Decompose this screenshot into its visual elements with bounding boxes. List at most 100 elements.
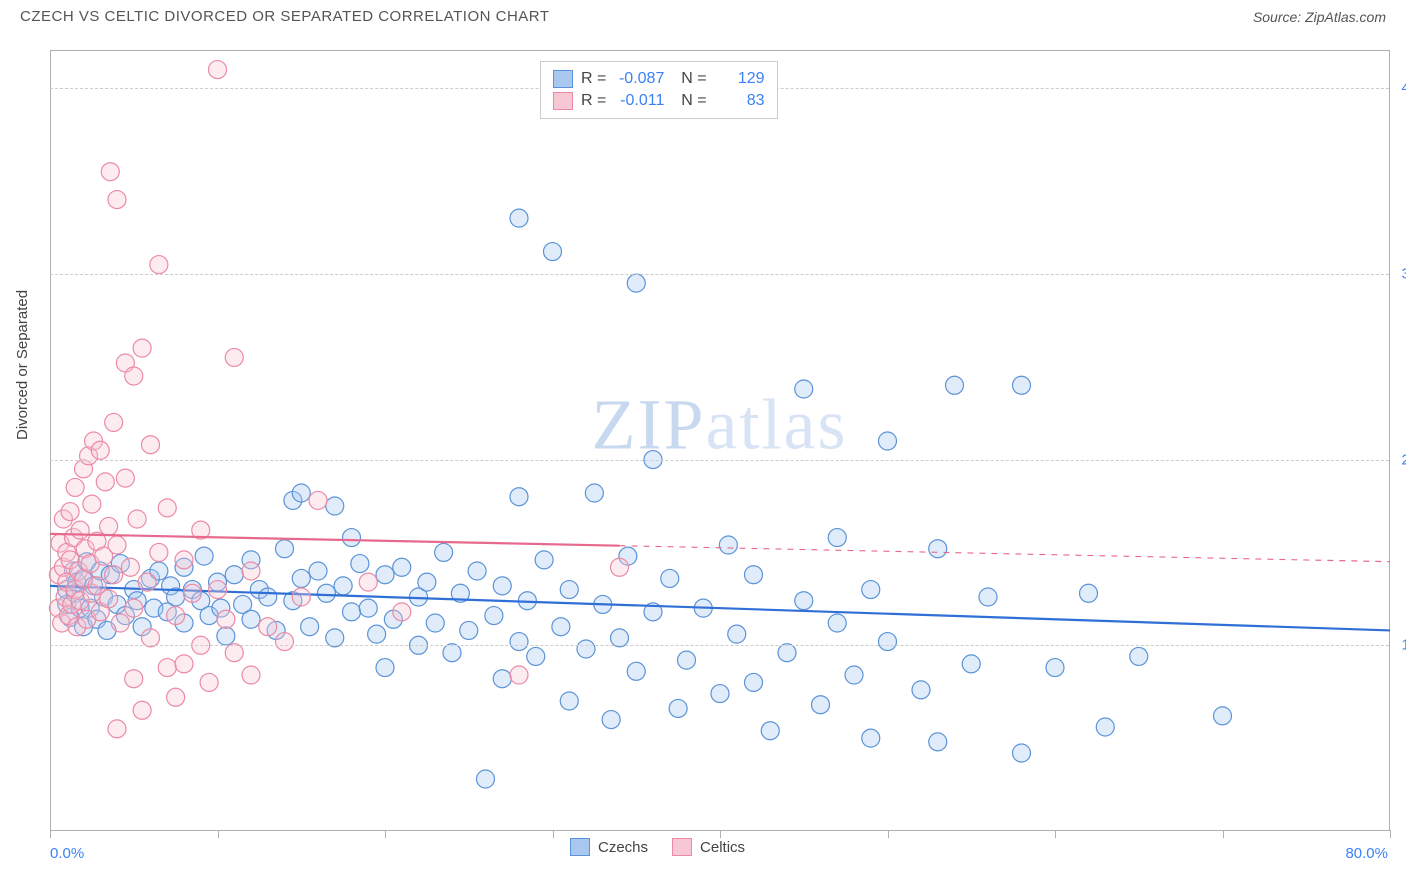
data-point: [108, 191, 126, 209]
data-point: [209, 61, 227, 79]
data-point: [560, 692, 578, 710]
grid-line: [50, 274, 1389, 275]
data-point: [778, 644, 796, 662]
data-point: [577, 640, 595, 658]
data-point: [527, 647, 545, 665]
data-point: [560, 581, 578, 599]
data-point: [71, 521, 89, 539]
data-point: [66, 478, 84, 496]
data-point: [125, 367, 143, 385]
data-point: [150, 543, 168, 561]
y-tick-label: 40.0%: [1394, 80, 1406, 97]
data-point: [544, 243, 562, 261]
data-point: [611, 558, 629, 576]
data-point: [719, 536, 737, 554]
data-point: [276, 633, 294, 651]
data-point: [1013, 744, 1031, 762]
data-point: [125, 599, 143, 617]
x-tick: [50, 830, 51, 838]
data-point: [150, 256, 168, 274]
legend-item: Celtics: [672, 838, 745, 856]
data-point: [879, 633, 897, 651]
data-point: [111, 614, 129, 632]
data-point: [552, 618, 570, 636]
data-point: [105, 413, 123, 431]
legend-r-value: -0.011: [614, 92, 664, 110]
data-point: [200, 673, 218, 691]
legend-swatch: [570, 838, 590, 856]
data-point: [912, 681, 930, 699]
data-point: [627, 662, 645, 680]
data-point: [376, 659, 394, 677]
data-point: [138, 573, 156, 591]
legend-swatch: [672, 838, 692, 856]
data-point: [862, 729, 880, 747]
data-point: [317, 584, 335, 602]
data-point: [242, 562, 260, 580]
legend-stat-row: R =-0.087 N =129: [553, 68, 765, 90]
data-point: [879, 432, 897, 450]
data-point: [359, 573, 377, 591]
data-point: [435, 543, 453, 561]
data-point: [812, 696, 830, 714]
data-point: [326, 629, 344, 647]
data-point: [343, 529, 361, 547]
legend-r-label: R =: [581, 92, 606, 110]
data-point: [795, 592, 813, 610]
data-point: [225, 566, 243, 584]
data-point: [862, 581, 880, 599]
x-tick: [1390, 830, 1391, 838]
x-tick: [720, 830, 721, 838]
data-point: [108, 536, 126, 554]
grid-line: [50, 645, 1389, 646]
data-point: [493, 577, 511, 595]
scatter-svg: [50, 51, 1389, 830]
data-point: [611, 629, 629, 647]
data-point: [661, 569, 679, 587]
data-point: [761, 722, 779, 740]
data-point: [359, 599, 377, 617]
data-point: [96, 473, 114, 491]
source-label: Source: ZipAtlas.com: [1253, 9, 1386, 25]
data-point: [167, 688, 185, 706]
data-point: [175, 655, 193, 673]
data-point: [418, 573, 436, 591]
data-point: [962, 655, 980, 673]
data-point: [125, 670, 143, 688]
legend-n-value: 129: [715, 70, 765, 88]
grid-line: [50, 460, 1389, 461]
data-point: [946, 376, 964, 394]
data-point: [535, 551, 553, 569]
data-point: [61, 503, 79, 521]
data-point: [121, 558, 139, 576]
data-point: [195, 547, 213, 565]
data-point: [276, 540, 294, 558]
data-point: [510, 633, 528, 651]
legend-item: Czechs: [570, 838, 648, 856]
data-point: [225, 348, 243, 366]
data-point: [91, 441, 109, 459]
data-point: [393, 603, 411, 621]
x-tick: [218, 830, 219, 838]
data-point: [678, 651, 696, 669]
legend-swatch: [553, 70, 573, 88]
data-point: [1046, 659, 1064, 677]
data-point: [292, 569, 310, 587]
x-tick: [553, 830, 554, 838]
legend-stat-row: R =-0.011 N =83: [553, 90, 765, 112]
data-point: [1096, 718, 1114, 736]
data-point: [242, 610, 260, 628]
data-point: [627, 274, 645, 292]
data-point: [745, 566, 763, 584]
data-point: [510, 666, 528, 684]
data-point: [351, 555, 369, 573]
legend-n-value: 83: [715, 92, 765, 110]
legend-r-label: R =: [581, 70, 606, 88]
data-point: [100, 590, 118, 608]
data-point: [929, 540, 947, 558]
data-point: [217, 610, 235, 628]
data-point: [83, 495, 101, 513]
data-point: [485, 607, 503, 625]
x-axis-start-label: 0.0%: [50, 845, 84, 862]
data-point: [1130, 647, 1148, 665]
